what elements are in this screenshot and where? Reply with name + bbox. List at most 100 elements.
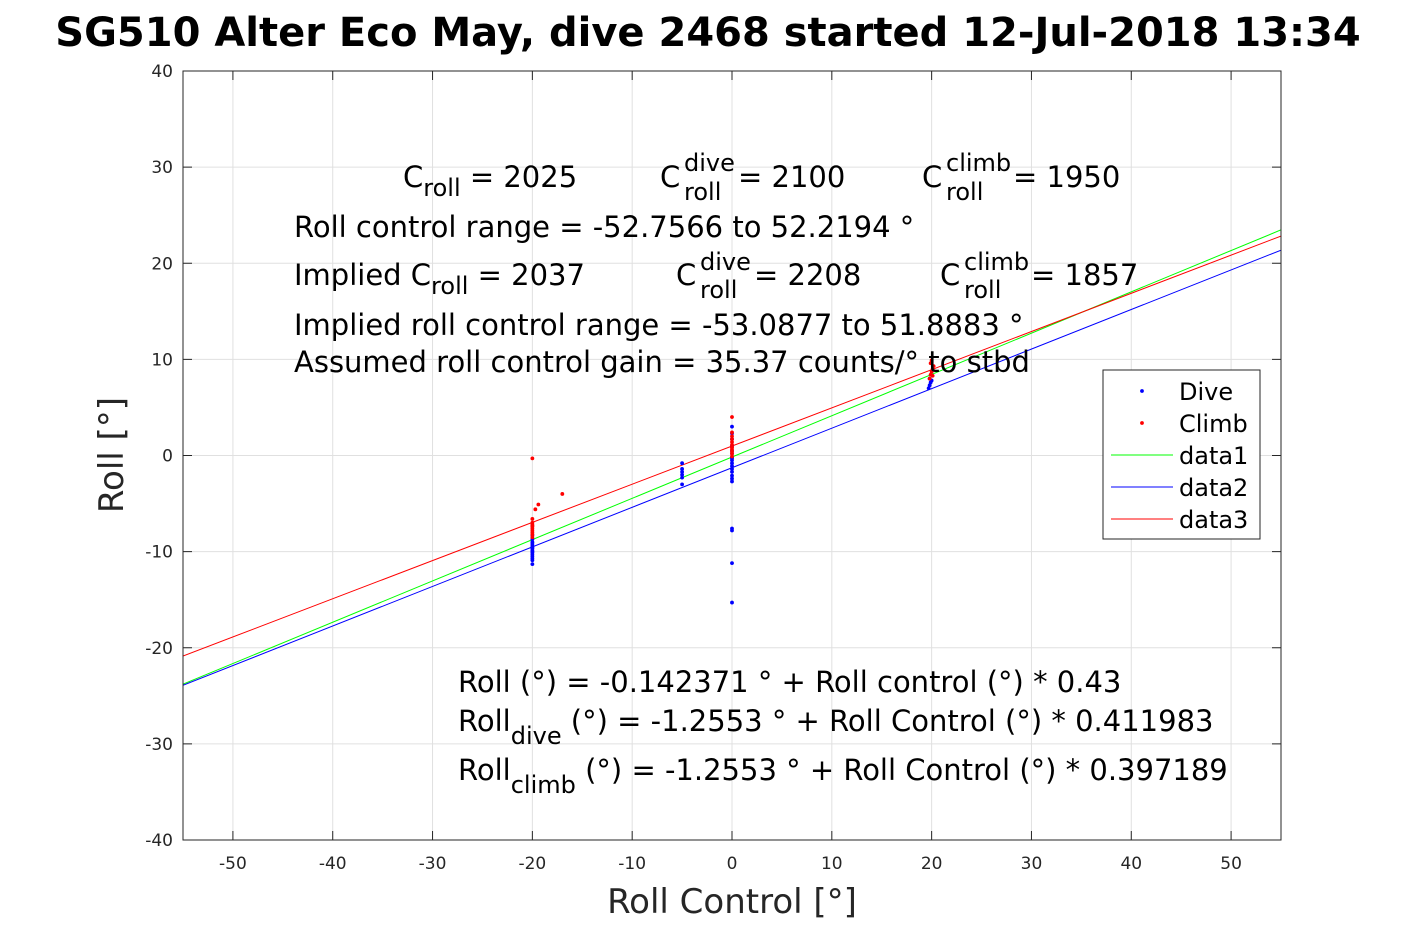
c-climb-subscript: roll: [946, 178, 983, 206]
data-point-climb: [928, 361, 933, 366]
c-roll-symbol: C: [403, 160, 423, 194]
data-point-dive: [730, 561, 734, 566]
fit-all-text: Roll (°) = -0.142371 ° + Roll control (°…: [458, 665, 1121, 699]
y-tick-label: 20: [151, 254, 173, 274]
x-axis-label: Roll Control [°]: [607, 882, 857, 922]
fit-dive-prefix: Roll: [458, 704, 511, 738]
fit-dive-rest: (°) = -1.2553 ° + Roll Control (°) * 0.4…: [562, 704, 1214, 738]
implied-c-climb-value: = 1857: [1031, 258, 1138, 292]
data-point-dive: [680, 461, 684, 466]
annotation-c-roll: Croll = 2025: [403, 160, 577, 202]
fit-climb-equation: Rollclimb (°) = -1.2553 ° + Roll Control…: [458, 753, 1228, 799]
y-tick-label: 30: [151, 158, 173, 178]
x-tick-label: 30: [1021, 854, 1043, 874]
x-tick-label: -50: [219, 854, 247, 874]
svg-text:Croll = 2025: Croll = 2025: [403, 160, 577, 202]
data-point-dive: [530, 541, 535, 545]
legend: Dive Climb data1 data2 data3: [1102, 369, 1261, 540]
implied-c-climb-subscript: roll: [964, 276, 1001, 304]
legend-marker-climb: [1140, 421, 1144, 425]
data-point-dive: [926, 386, 931, 391]
legend-label-data2: data2: [1179, 474, 1248, 502]
data-point-dive: [730, 528, 734, 533]
data-point-dive: [730, 479, 734, 484]
implied-c-dive-value: = 2208: [754, 258, 861, 292]
fit-climb-subscript: climb: [511, 771, 576, 799]
data-point-climb: [930, 367, 935, 371]
x-tick-label: 0: [727, 854, 738, 874]
data-point-dive: [680, 469, 684, 474]
annotation-implied-c-climb: C climb roll = 1857: [940, 248, 1138, 304]
data-point-dive: [730, 469, 734, 474]
data-point-climb: [530, 456, 535, 461]
data-point-climb: [730, 415, 734, 419]
x-tick-label: -20: [518, 854, 546, 874]
data-point-dive: [730, 600, 734, 605]
data-point-climb: [533, 507, 538, 512]
data-point-climb: [730, 440, 734, 444]
y-tick-label: -10: [145, 543, 173, 563]
implied-c-climb-symbol: C: [940, 258, 960, 292]
data-point-dive: [730, 473, 734, 478]
legend-marker-dive: [1140, 389, 1144, 393]
axis-ticks: -50 -40 -30 -20 -10 0 10 20 30 40 50 -40 -30 -20 -10 0 1…: [145, 62, 1281, 874]
svg-text:Implied Croll = 2037: Implied Croll = 2037: [294, 258, 585, 300]
implied-c-dive-subscript: roll: [700, 276, 737, 304]
data-point-climb: [530, 523, 535, 528]
data-point-dive: [530, 549, 535, 554]
implied-c-roll-subscript: roll: [431, 272, 468, 300]
data-point-dive: [680, 472, 684, 477]
x-tick-label: 50: [1220, 854, 1242, 874]
data-point-dive: [730, 476, 734, 481]
data-point-climb: [730, 454, 734, 459]
implied-c-climb-superscript: climb: [964, 248, 1029, 276]
implied-c-dive-symbol: C: [676, 258, 696, 292]
svg-text:Rollclimb (°) = -1.2553 ° + Ro: Rollclimb (°) = -1.2553 ° + Roll Control…: [458, 753, 1228, 799]
c-dive-value: = 2100: [738, 160, 845, 194]
data-point-dive: [730, 467, 734, 471]
svg-text:Rolldive (°) = -1.2553 ° + Rol: Rolldive (°) = -1.2553 ° + Roll Control …: [458, 704, 1213, 750]
data-point-dive: [730, 461, 734, 466]
y-axis-label: Roll [°]: [92, 397, 132, 513]
gain-text: Assumed roll control gain = 35.37 counts…: [294, 345, 1030, 379]
y-tick-label: -40: [145, 831, 173, 851]
data-point-dive: [730, 424, 734, 429]
implied-c-roll-prefix: Implied C: [294, 258, 431, 292]
c-dive-symbol: C: [660, 160, 680, 194]
data-point-dive: [927, 383, 932, 388]
data-point-climb: [929, 358, 934, 363]
data-point-dive: [530, 558, 535, 563]
data-point-climb: [927, 376, 932, 381]
data-point-climb: [730, 430, 734, 435]
x-tick-label: 10: [821, 854, 843, 874]
y-tick-label: 40: [151, 62, 173, 82]
data-point-climb: [730, 437, 734, 442]
implied-c-roll-value: = 2037: [468, 258, 585, 292]
annotation-c-dive: C dive roll = 2100: [660, 149, 845, 206]
c-roll-subscript: roll: [423, 174, 460, 202]
legend-label-data3: data3: [1179, 506, 1248, 534]
y-tick-label: 10: [151, 350, 173, 370]
x-tick-label: 20: [921, 854, 943, 874]
annotation-c-climb: C climb roll = 1950: [922, 149, 1120, 206]
chart-title: SG510 Alter Eco May, dive 2468 started 1…: [55, 10, 1360, 56]
roll-control-range-text: Roll control range = -52.7566 to 52.2194…: [294, 210, 914, 244]
c-climb-value: = 1950: [1013, 160, 1120, 194]
fit-dive-subscript: dive: [511, 722, 562, 750]
x-tick-label: -10: [618, 854, 646, 874]
legend-label-data1: data1: [1179, 442, 1248, 470]
data-point-climb: [930, 373, 935, 378]
legend-label-dive: Dive: [1179, 378, 1233, 406]
x-tick-label: -30: [419, 854, 447, 874]
fit-dive-equation: Rolldive (°) = -1.2553 ° + Roll Control …: [458, 704, 1213, 750]
fit-climb-prefix: Roll: [458, 753, 511, 787]
y-tick-label: -30: [145, 735, 173, 755]
data-point-dive: [680, 482, 684, 487]
c-dive-superscript: dive: [684, 149, 735, 177]
data-point-climb: [929, 369, 934, 374]
c-dive-subscript: roll: [684, 178, 721, 206]
series-group: [183, 229, 1281, 686]
data-point-dive: [530, 545, 535, 550]
data-point-dive: [730, 464, 734, 468]
